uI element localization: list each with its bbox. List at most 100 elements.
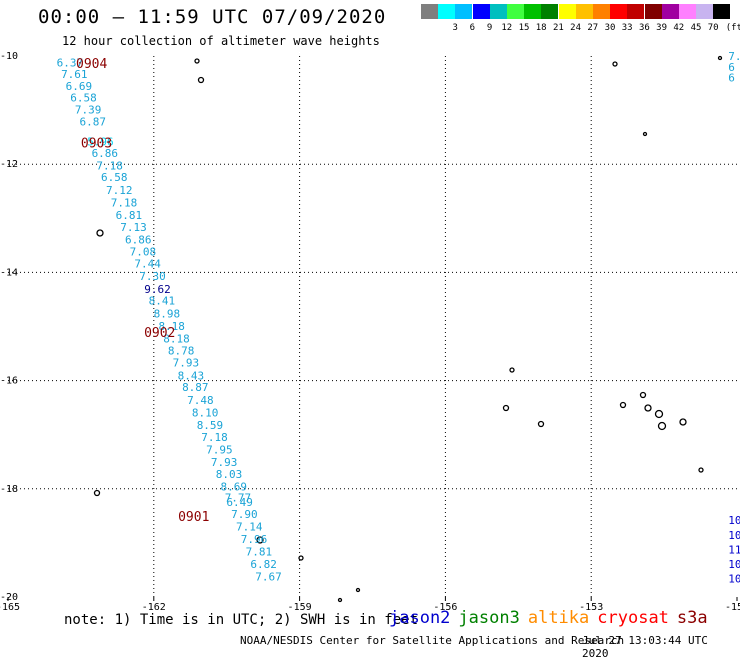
island-outline bbox=[337, 597, 343, 603]
x-tick-label: -165 bbox=[0, 602, 20, 613]
axis-ticks: -165 -162 -159 -156 -153 -150 -10 -12 -14 -16 -18 -… bbox=[0, 51, 740, 613]
y-tick-label: -10 bbox=[0, 51, 18, 62]
legend-label: 70 bbox=[707, 23, 719, 33]
y-tick-label: -16 bbox=[0, 376, 18, 387]
wave-height-label-edge: 6 bbox=[728, 61, 735, 74]
island-outline bbox=[654, 409, 664, 419]
island-outline bbox=[93, 489, 101, 497]
wave-height-label: 5.96 bbox=[87, 135, 114, 148]
legend-label: 45 bbox=[690, 23, 702, 33]
wave-height-label: 9.62 bbox=[144, 283, 171, 296]
legend-label: 9 bbox=[486, 23, 493, 33]
wave-height-label-edge: 10.5 bbox=[728, 573, 740, 586]
island-outline bbox=[197, 76, 205, 84]
island-outline bbox=[355, 587, 361, 593]
wave-height-label: 7.44 bbox=[134, 258, 161, 271]
legend-swatch bbox=[713, 4, 731, 19]
wave-height-label: 8.03 bbox=[216, 468, 243, 481]
legend-swatch bbox=[489, 4, 507, 19]
wave-height-label: 7.96 bbox=[241, 533, 267, 546]
wave-height-label-edge: 6 bbox=[728, 72, 735, 85]
wave-height-label: 8.59 bbox=[197, 419, 224, 432]
wave-height-label: 6.37 bbox=[57, 56, 84, 69]
legend-swatch bbox=[507, 4, 524, 19]
legend-label: 42 bbox=[673, 23, 685, 33]
legend-swatch bbox=[610, 4, 628, 19]
legend-swatch bbox=[661, 4, 679, 19]
wave-height-label: 8.18 bbox=[163, 332, 190, 345]
satellite-label-jason2: jason2 bbox=[389, 608, 451, 628]
track-hour-label: 0901 bbox=[178, 510, 209, 525]
x-tick-label: -153 bbox=[579, 602, 603, 613]
note-text: note: 1) Time is in UTC; 2) SWH is in fe… bbox=[64, 612, 419, 628]
legend-label: 27 bbox=[587, 23, 599, 33]
legend-label: 24 bbox=[570, 23, 582, 33]
wave-height-label: 7.18 bbox=[201, 431, 228, 444]
wave-height-label: 7.13 bbox=[120, 221, 146, 234]
track-hour-label: 0904 bbox=[76, 57, 107, 72]
wave-height-label: 8.43 bbox=[178, 370, 205, 383]
legend-swatch bbox=[644, 4, 662, 19]
island-outline bbox=[96, 229, 104, 237]
legend-swatch bbox=[421, 4, 438, 19]
wave-height-label: 8.78 bbox=[168, 344, 195, 357]
track-hour-label: 0903 bbox=[81, 137, 112, 152]
legend-swatch bbox=[438, 4, 456, 19]
legend-label: 30 bbox=[604, 23, 616, 33]
legend-label: 36 bbox=[638, 23, 650, 33]
wave-height-label: 7.81 bbox=[246, 546, 273, 559]
wave-height-label: 6.69 bbox=[66, 80, 93, 93]
satellite-label-cryosat: cryosat bbox=[597, 608, 669, 628]
wave-height-label-edge: 7. bbox=[728, 50, 740, 63]
legend-swatch bbox=[472, 4, 490, 19]
wave-height-label: 7.77 bbox=[225, 491, 252, 504]
map-subtitle: 12 hour collection of altimeter wave hei… bbox=[62, 34, 380, 48]
legend-swatch bbox=[541, 4, 559, 19]
island-outline bbox=[717, 55, 723, 61]
island-outline bbox=[256, 536, 264, 544]
wave-height-label: 7.93 bbox=[211, 456, 238, 469]
wave-height-label: 7.30 bbox=[139, 270, 166, 283]
wave-height-label: 6.49 bbox=[226, 496, 253, 509]
island-outline bbox=[502, 404, 510, 412]
track-hour-label: 0902 bbox=[144, 326, 175, 341]
wave-height-label: 7.08 bbox=[130, 245, 157, 258]
wave-height-label: 7.39 bbox=[75, 104, 102, 117]
wave-height-label: 6.81 bbox=[116, 209, 143, 222]
island-outline bbox=[639, 391, 647, 399]
footer-credit: NOAA/NESDIS Center for Satellite Applica… bbox=[240, 634, 625, 647]
x-tick-label: -156 bbox=[433, 602, 457, 613]
island-outline bbox=[644, 404, 652, 412]
island-outline bbox=[619, 401, 627, 409]
altimeter-track: 6.377.616.696.587.396.875.966.867.186.58… bbox=[57, 50, 740, 586]
legend-swatch bbox=[696, 4, 714, 19]
wave-height-label: 7.93 bbox=[173, 357, 200, 370]
legend-label: 12 bbox=[501, 23, 513, 33]
x-tick-label: -150 bbox=[725, 602, 740, 613]
wave-height-label: 6.87 bbox=[79, 115, 106, 128]
wave-height-label-edge: 11 bbox=[728, 543, 740, 556]
island-outline bbox=[509, 367, 515, 373]
satellite-label-jason3: jason3 bbox=[458, 608, 520, 628]
legend-label: 18 bbox=[535, 23, 547, 33]
legend-label: 15 bbox=[518, 23, 530, 33]
legend-label: 39 bbox=[656, 23, 668, 33]
legend-label: 33 bbox=[621, 23, 633, 33]
islands bbox=[93, 55, 723, 603]
x-tick-label: -159 bbox=[288, 602, 312, 613]
legend-label: 21 bbox=[552, 23, 564, 33]
legend-swatch bbox=[627, 4, 645, 19]
island-outline bbox=[298, 555, 304, 561]
legend-swatch bbox=[524, 4, 542, 19]
legend-swatch bbox=[679, 4, 696, 19]
wave-height-label-edge: 10 bbox=[728, 514, 740, 527]
island-outline bbox=[642, 131, 648, 137]
legend-swatch bbox=[455, 4, 473, 19]
legend-label: 6 bbox=[469, 23, 476, 33]
island-outline bbox=[537, 420, 545, 428]
satellite-label-altika: altika bbox=[527, 608, 590, 628]
wave-height-label: 7.67 bbox=[255, 570, 281, 583]
wave-height-label: 7.12 bbox=[106, 184, 133, 197]
wave-height-label: 7.61 bbox=[61, 68, 88, 81]
